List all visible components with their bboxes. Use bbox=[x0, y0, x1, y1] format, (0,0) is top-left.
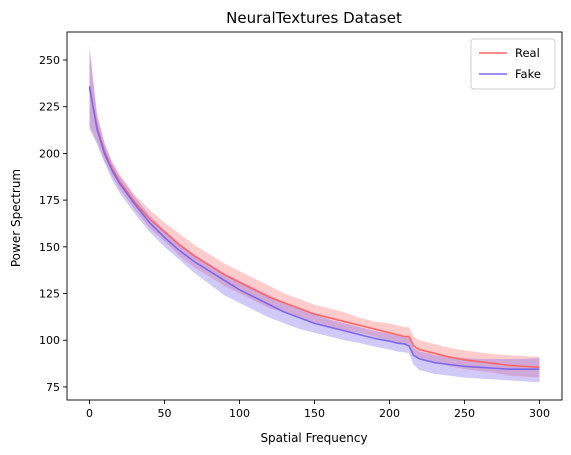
y-tick-label: 100 bbox=[39, 334, 60, 347]
y-tick-label: 250 bbox=[39, 54, 60, 67]
x-tick-label: 150 bbox=[304, 407, 325, 420]
plot-area bbox=[88, 45, 540, 383]
y-tick-label: 175 bbox=[39, 194, 60, 207]
y-axis-label: Power Spectrum bbox=[9, 169, 23, 267]
line-fake bbox=[88, 86, 540, 370]
x-tick-label: 300 bbox=[529, 407, 550, 420]
x-tick-label: 0 bbox=[86, 407, 93, 420]
series-group bbox=[88, 45, 540, 383]
x-tick-label: 100 bbox=[229, 407, 250, 420]
x-tick-label: 50 bbox=[158, 407, 172, 420]
band-fake bbox=[89, 45, 540, 383]
x-tick-label: 250 bbox=[454, 407, 475, 420]
y-tick-label: 200 bbox=[39, 147, 60, 160]
chart-title: NeuralTextures Dataset bbox=[226, 9, 402, 27]
y-tick-label: 150 bbox=[39, 241, 60, 254]
band-real bbox=[89, 50, 540, 378]
y-tick-label: 225 bbox=[39, 101, 60, 114]
axes: 0 50 100 150 200 250 300 75 100 125 150 175 200 225 25… bbox=[39, 31, 563, 420]
legend-label-real: Real bbox=[515, 46, 540, 60]
y-tick-label: 75 bbox=[46, 381, 60, 394]
legend-box bbox=[470, 38, 556, 90]
y-tick-label: 125 bbox=[39, 288, 60, 301]
x-tick-label: 200 bbox=[379, 407, 400, 420]
legend-label-fake: Fake bbox=[515, 67, 541, 81]
legend: Real Fake bbox=[470, 38, 556, 90]
x-axis-label: Spatial Frequency bbox=[260, 431, 367, 445]
line-real bbox=[88, 87, 540, 369]
